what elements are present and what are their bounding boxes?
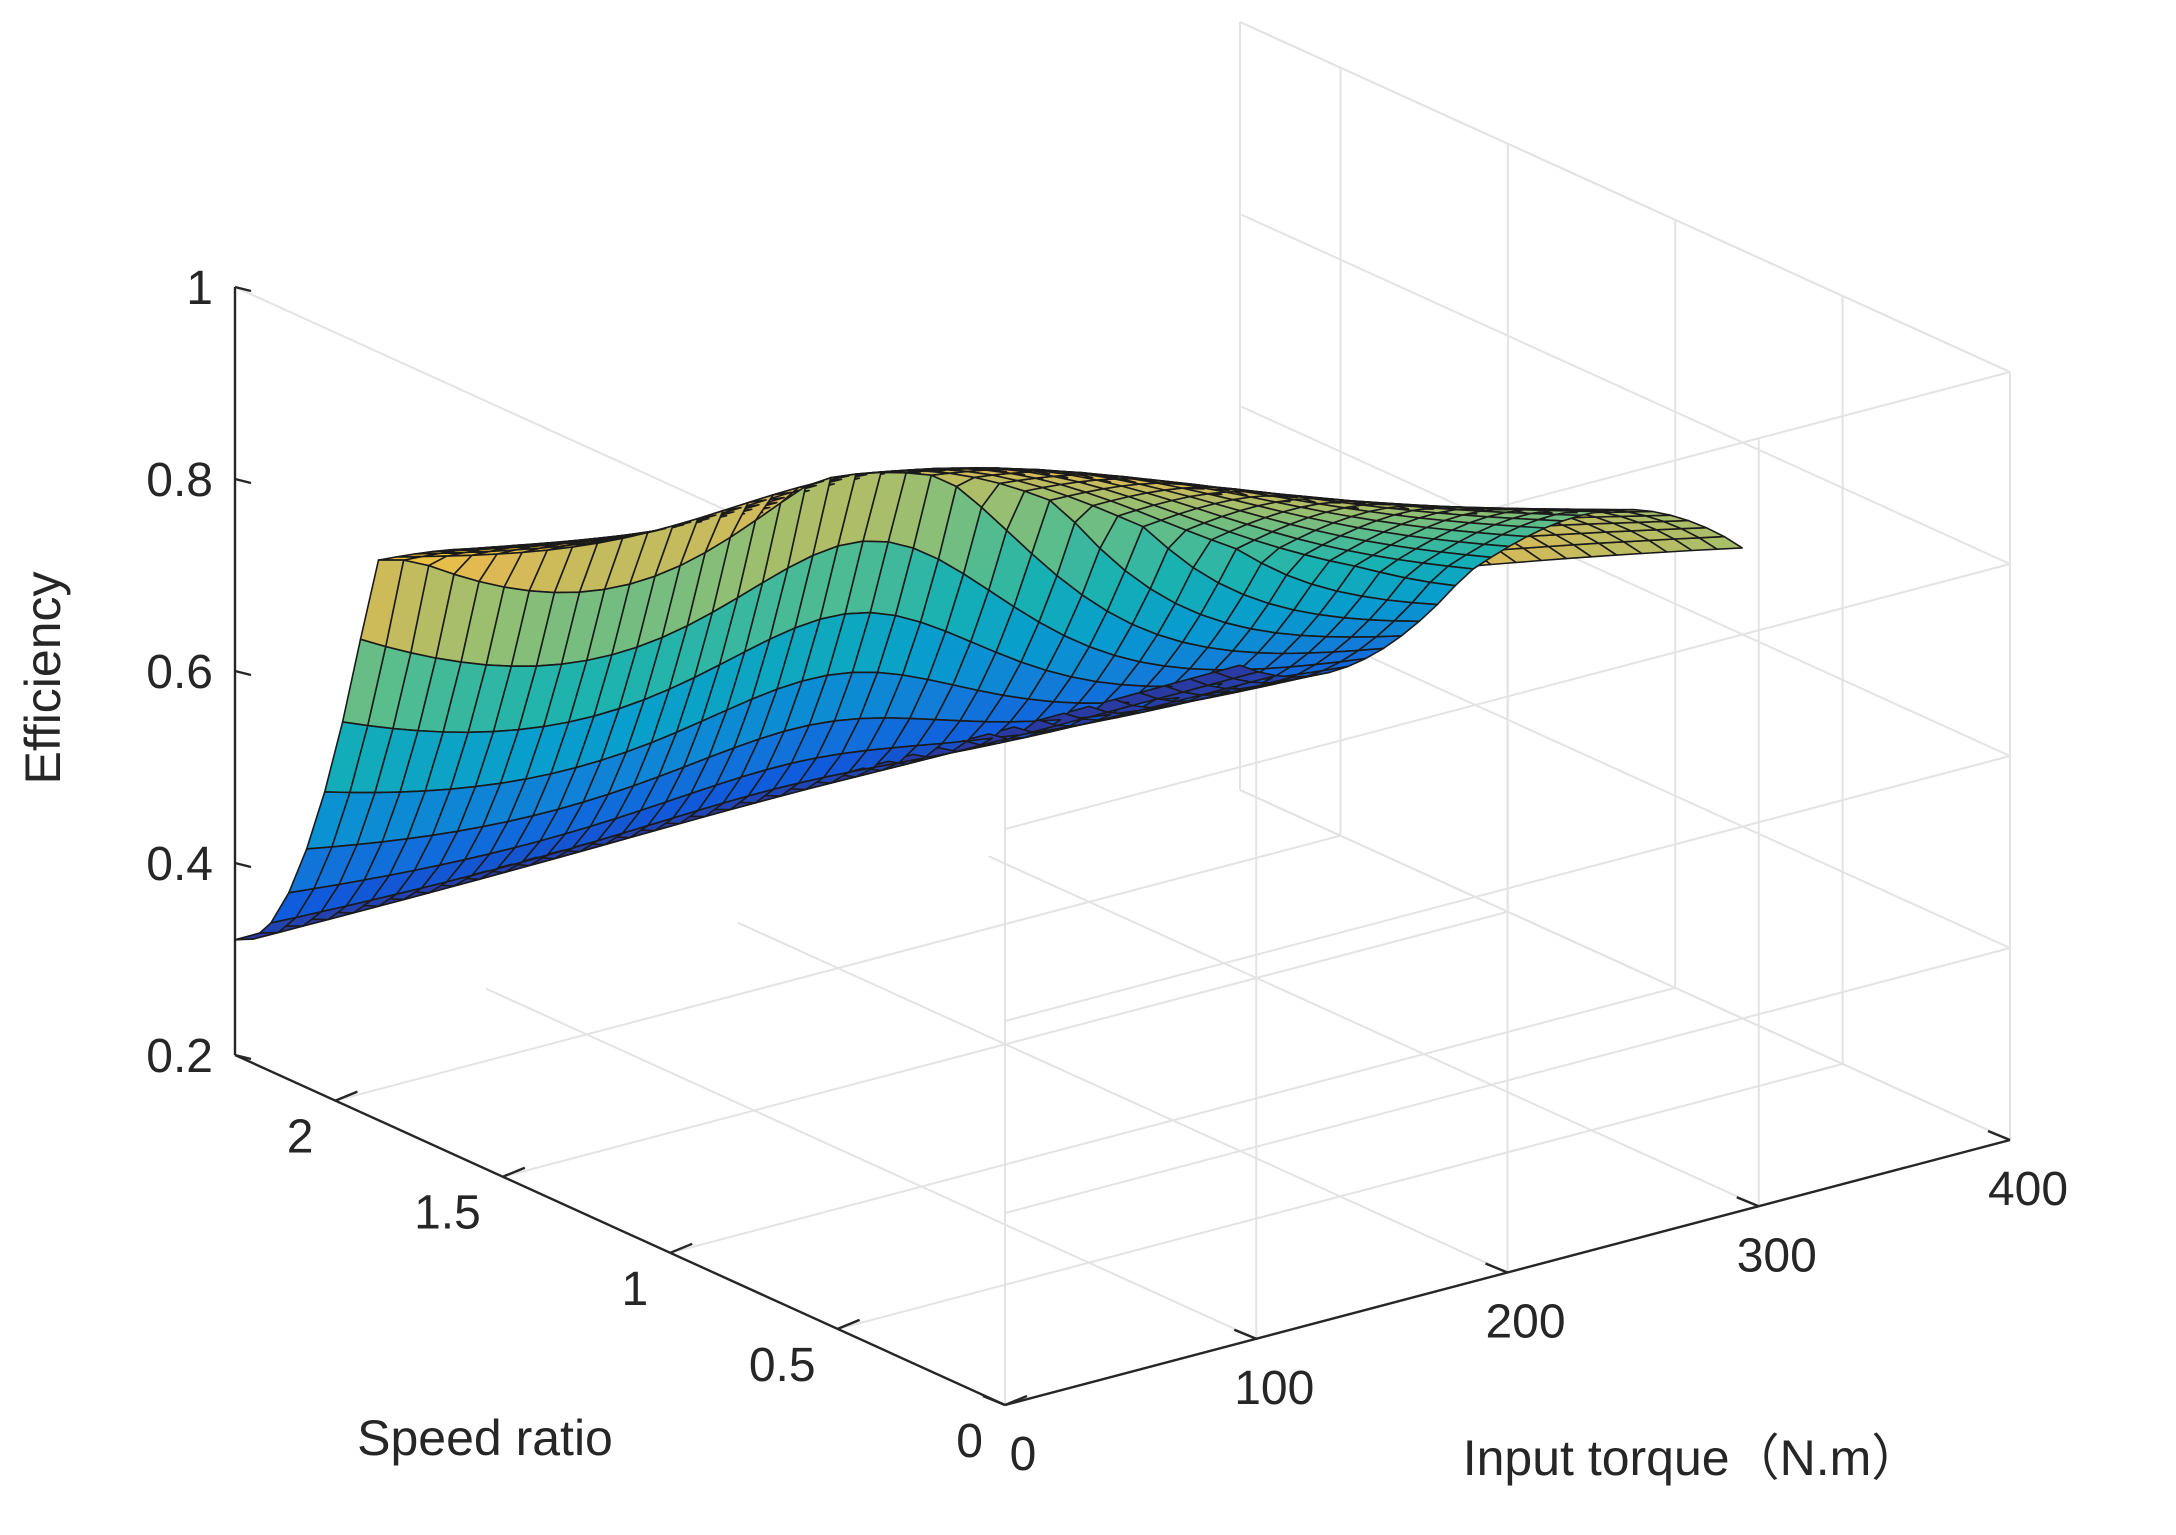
grid-line — [669, 986, 1676, 1254]
y-tick-label: 1.5 — [414, 1187, 481, 1240]
x-tick-mark — [982, 1394, 1006, 1407]
y-tick-mark — [334, 1090, 358, 1102]
x-tick-mark — [1736, 1196, 1760, 1208]
z-tick-mark — [234, 1053, 252, 1061]
z-axis-label: Efficiency — [15, 571, 71, 784]
x-tick-mark — [1485, 1262, 1508, 1274]
x-tick-label: 300 — [1737, 1229, 1817, 1282]
x-tick-label: 400 — [1988, 1163, 2068, 1216]
z-tick-label: 0.6 — [146, 646, 213, 699]
tick-labels: 0.2 0.4 0.6 0.8 1 0 0.5 1 1.5 2 0 100 200 300 400 — [146, 262, 2068, 1481]
z-tick-label: 0.4 — [146, 838, 213, 891]
y-tick-mark — [502, 1166, 526, 1178]
axes — [233, 285, 2011, 1407]
grid-line — [502, 910, 1509, 1178]
x-tick-mark — [1233, 1328, 1257, 1340]
y-tick-label: 1 — [622, 1263, 649, 1316]
y-tick-mark — [1004, 1394, 1028, 1407]
grid-line — [737, 921, 1508, 1274]
z-tick-mark — [234, 477, 252, 485]
y-tick-mark — [837, 1318, 861, 1331]
y-axis-line — [234, 1053, 1006, 1407]
grid-line — [1239, 213, 2011, 565]
y-axis-label: Speed ratio — [357, 1410, 613, 1466]
y-tick-label: 0.5 — [749, 1339, 816, 1392]
x-tick-label: 0 — [1010, 1428, 1037, 1481]
y-tick-label: 2 — [287, 1111, 314, 1164]
x-tick-label: 100 — [1234, 1362, 1314, 1415]
grid-line — [335, 834, 1341, 1102]
x-axis-label: Input torque（N.m） — [1463, 1430, 1922, 1486]
grid-line — [1239, 21, 2011, 373]
z-tick-label: 0.2 — [146, 1030, 213, 1083]
surface-patch — [234, 931, 279, 941]
grid-line — [837, 1062, 1843, 1330]
z-tick-label: 1 — [186, 262, 213, 315]
z-tick-mark — [234, 285, 252, 293]
grid-line — [1239, 405, 2011, 757]
z-tick-mark — [234, 669, 252, 677]
grid-line — [988, 855, 1760, 1208]
z-tick-label: 0.8 — [146, 454, 213, 507]
x-tick-label: 200 — [1485, 1296, 1565, 1349]
grid-line — [1239, 789, 2011, 1141]
x-tick-mark — [1987, 1129, 2011, 1142]
grid-line — [485, 987, 1257, 1340]
y-tick-label: 0 — [956, 1415, 983, 1468]
y-tick-mark — [669, 1242, 693, 1254]
surface — [234, 467, 1743, 941]
z-tick-mark — [234, 861, 252, 869]
